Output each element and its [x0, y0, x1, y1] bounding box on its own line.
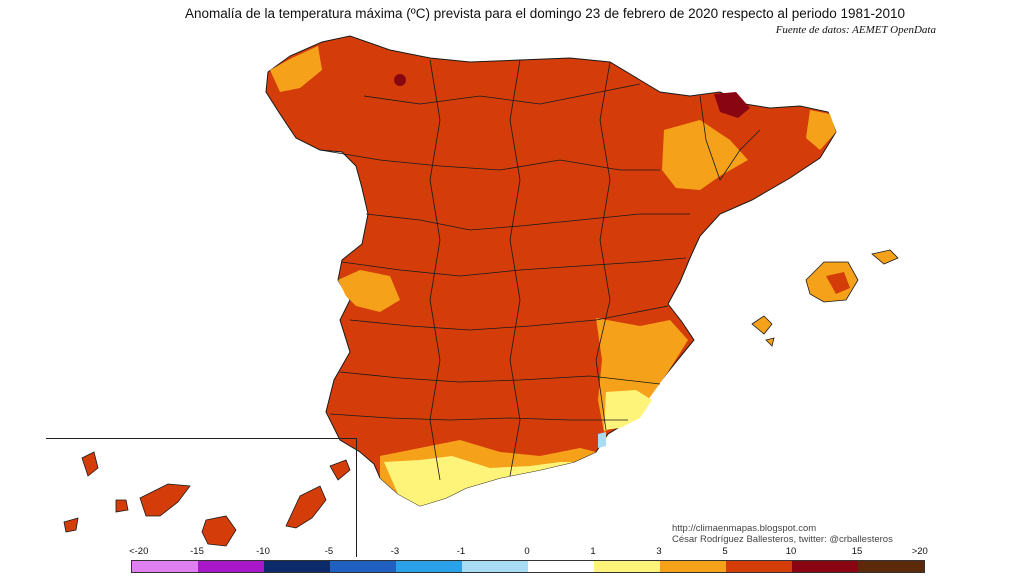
legend-tick-label: -5 — [324, 546, 334, 557]
legend-tick-label: -3 — [390, 546, 400, 557]
hot-spot-pyrenees — [714, 92, 750, 118]
peninsula-outline — [265, 35, 837, 507]
island-la-palma — [81, 451, 99, 477]
map-title: Anomalía de la temperatura máxima (ºC) p… — [184, 6, 906, 21]
legend-bin-7 — [594, 561, 660, 572]
legend-bin-8 — [660, 561, 726, 572]
peninsula-map — [265, 35, 837, 507]
legend-tick-label: -15 — [190, 546, 204, 557]
canary-inset-frame — [46, 438, 357, 557]
legend-tick-label: 1 — [590, 546, 596, 557]
legend-tick-label: 3 — [656, 546, 662, 557]
island-gran-canaria — [201, 515, 237, 547]
legend-tick-label: 10 — [785, 546, 797, 557]
mild-zone-andalucia — [384, 456, 574, 506]
legend-tick-label: >20 — [911, 546, 928, 557]
credits-url[interactable]: http://climaenmapas.blogspot.com — [672, 523, 817, 534]
legend-bin-10 — [792, 561, 858, 572]
legend-bin-6 — [528, 561, 594, 572]
legend-tick-label: 5 — [722, 546, 728, 557]
legend-bin-11 — [858, 561, 924, 572]
island-tenerife — [139, 483, 191, 517]
legend-tick-label: -1 — [456, 546, 466, 557]
island-formentera — [765, 337, 775, 347]
island-lanzarote — [329, 459, 351, 481]
mild-zone-murcia — [604, 390, 652, 430]
legend-bin-1 — [198, 561, 264, 572]
island-ibiza — [751, 315, 773, 335]
balearic-islands — [751, 249, 899, 347]
legend-tick-label: -10 — [256, 546, 270, 557]
hot-spot-north — [394, 74, 406, 86]
cool-spot-almeria — [598, 432, 606, 448]
data-source-note: Fuente de datos: AEMET OpenData — [775, 24, 936, 36]
legend-bin-5 — [462, 561, 528, 572]
legend-tick-label: 15 — [851, 546, 863, 557]
region-borders — [319, 59, 761, 481]
island-menorca — [871, 249, 899, 265]
legend-bin-3 — [330, 561, 396, 572]
legend-tick-label: 0 — [524, 546, 530, 557]
island-la-gomera — [115, 499, 129, 513]
legend-bin-0 — [132, 561, 198, 572]
warm-zone-galicia — [270, 46, 322, 92]
legend-tick-label: <-20 — [129, 546, 149, 557]
island-fuerteventura — [285, 485, 327, 529]
legend-ticks: <-20 -15 -10 -5 -3 -1 0 1 3 5 10 15 >20 — [129, 546, 928, 560]
island-el-hierro — [63, 517, 79, 533]
legend-bin-2 — [264, 561, 330, 572]
credits-author: César Rodríguez Ballesteros, twitter: @c… — [672, 534, 893, 545]
legend-bin-9 — [726, 561, 792, 572]
warm-zone-west — [338, 270, 400, 312]
credits: http://climaenmapas.blogspot.com César R… — [672, 523, 893, 545]
color-legend — [131, 560, 925, 573]
canary-islands — [63, 451, 351, 547]
warm-zone-coast-ne — [806, 110, 836, 150]
warm-zone-ebro — [662, 120, 748, 190]
legend-bin-4 — [396, 561, 462, 572]
